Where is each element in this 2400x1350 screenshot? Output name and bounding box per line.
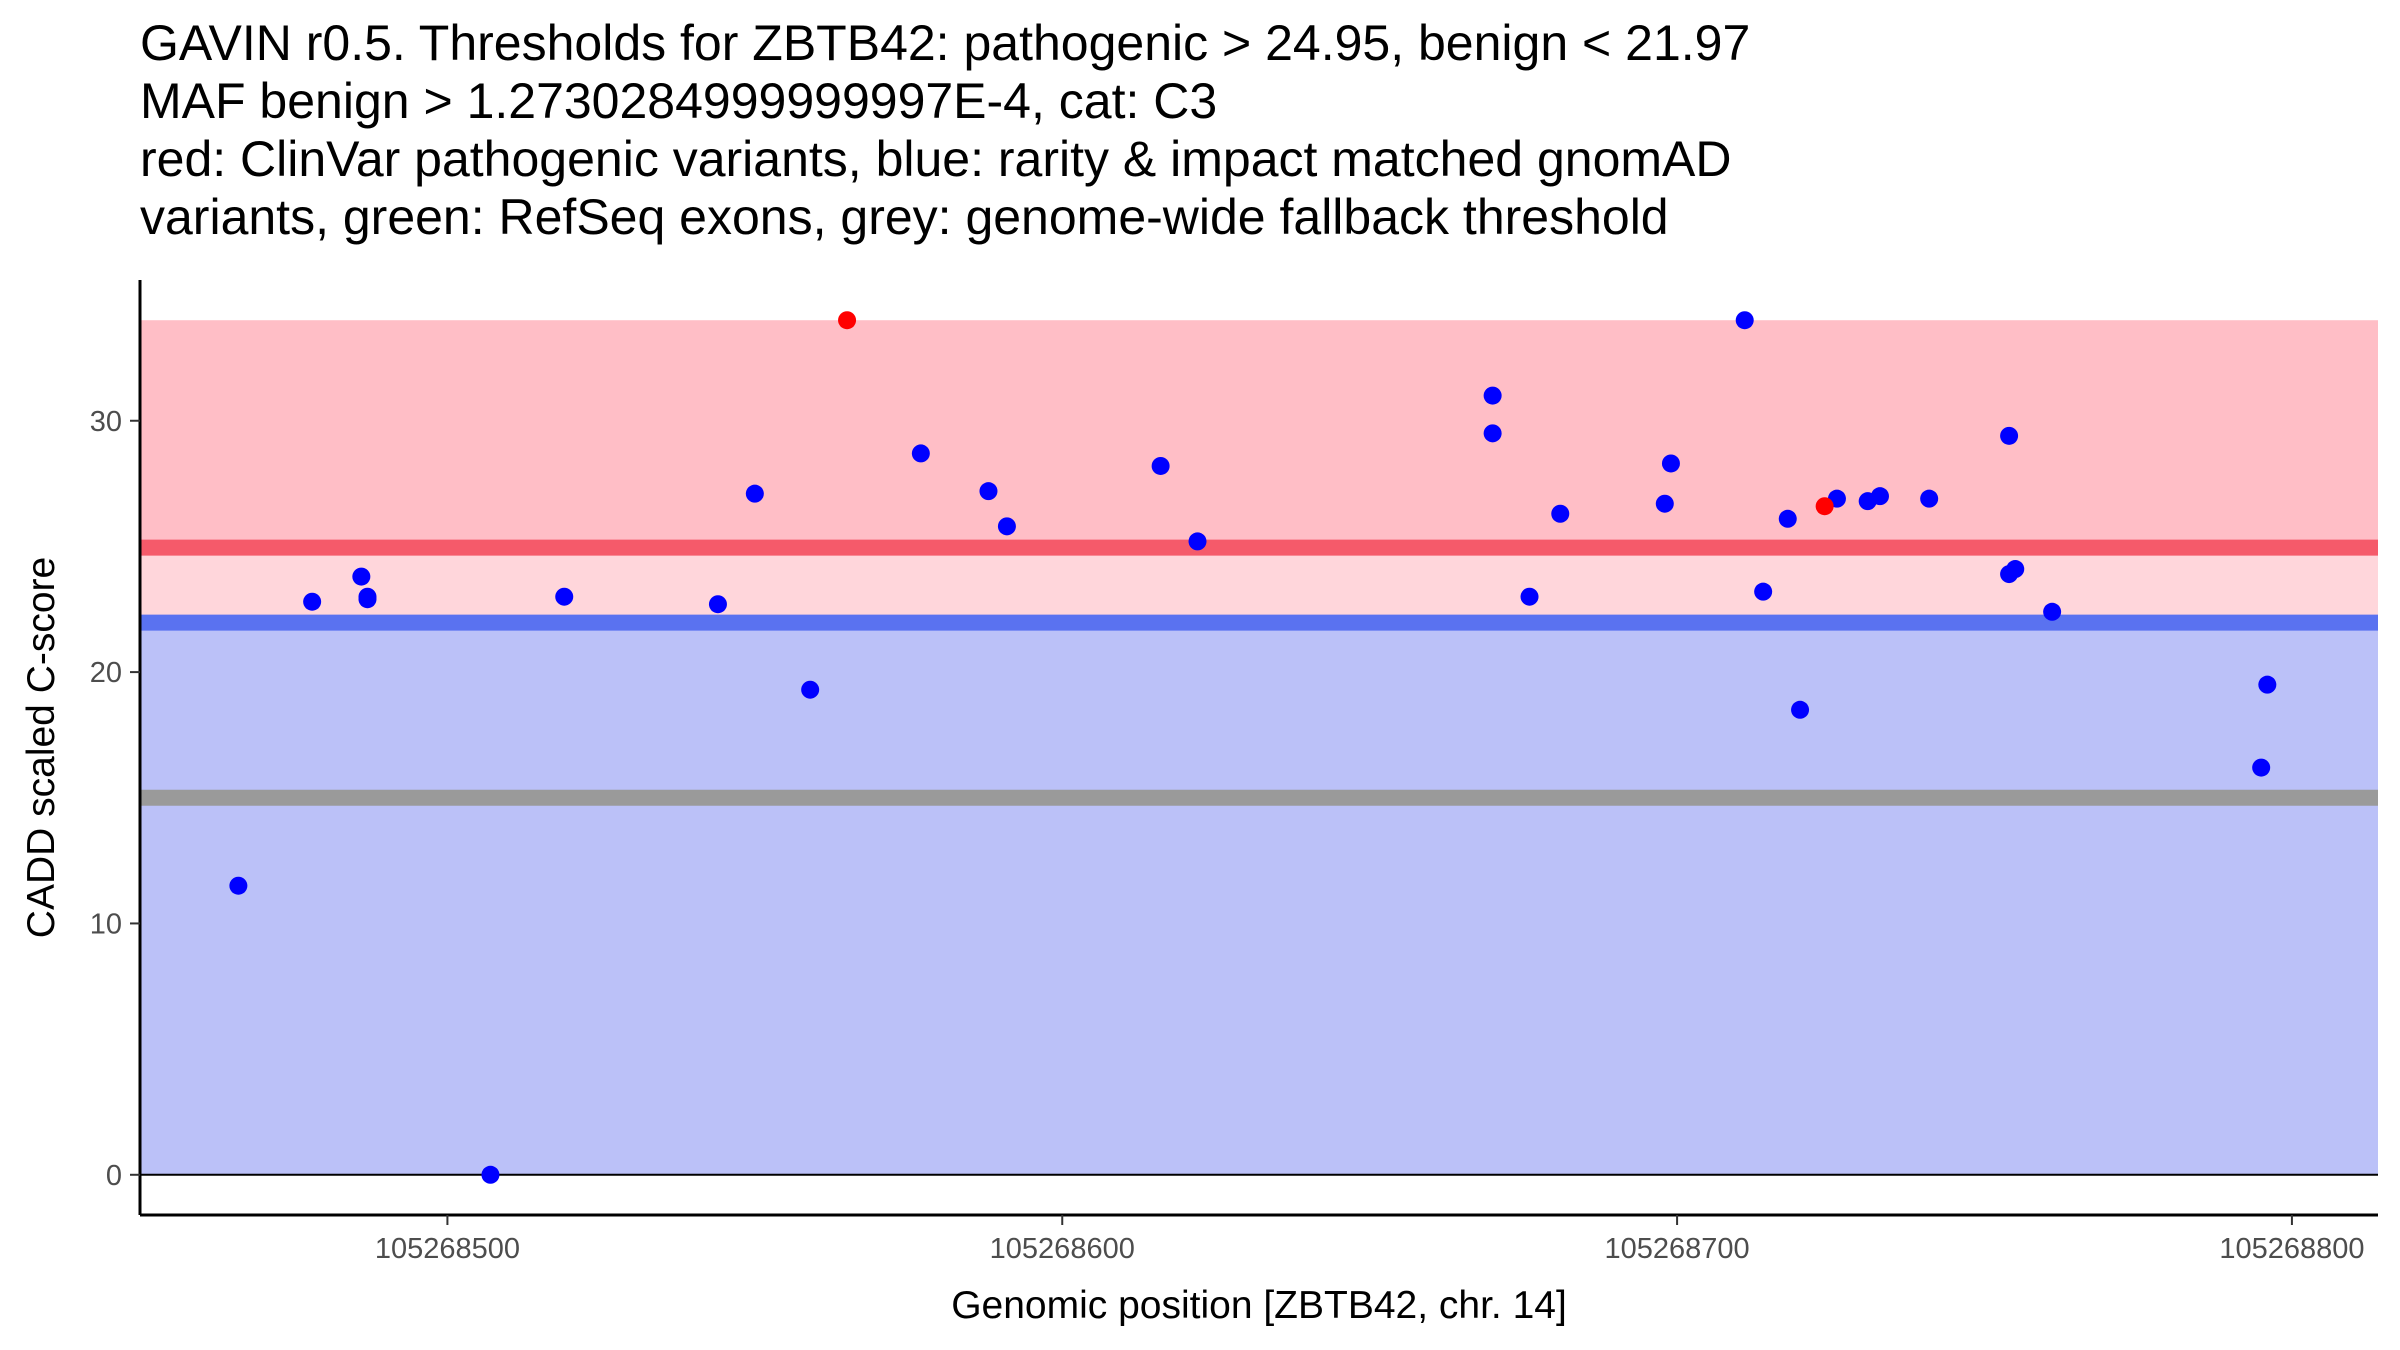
- gnomad-point: [481, 1165, 500, 1184]
- gnomad-point: [1778, 509, 1797, 528]
- gnomad-point: [708, 595, 727, 614]
- title-line-1: GAVIN r0.5. Thresholds for ZBTB42: patho…: [140, 15, 1751, 71]
- gnomad-point: [979, 482, 998, 501]
- gnomad-point: [801, 680, 820, 699]
- gnomad-point: [1791, 700, 1810, 719]
- y-tick-label: 0: [106, 1160, 122, 1192]
- y-tick-label: 30: [90, 406, 122, 438]
- gnomad-point: [2258, 675, 2277, 694]
- data-points: [229, 311, 2277, 1184]
- gnomad-point: [2000, 426, 2019, 445]
- gnomad-point: [745, 484, 764, 503]
- title-line-3: red: ClinVar pathogenic variants, blue: …: [140, 131, 1732, 187]
- title-line-4: variants, green: RefSeq exons, grey: gen…: [140, 189, 1669, 245]
- gnomad-point: [1188, 532, 1207, 551]
- gnomad-point: [229, 876, 248, 895]
- gnomad-point: [1483, 386, 1502, 405]
- intermediate-region: [140, 547, 2378, 623]
- gnomad-point: [2043, 602, 2062, 621]
- gnomad-point: [358, 590, 377, 609]
- x-tick-label: 105268800: [2219, 1233, 2364, 1265]
- gnomad-point: [555, 587, 574, 606]
- y-axis-title: CADD scaled C-score: [20, 557, 63, 938]
- y-axis-ticks: 0 10 20 30: [90, 406, 140, 1192]
- gnomad-point: [911, 444, 930, 463]
- y-tick-label: 10: [90, 908, 122, 940]
- clinvar-point: [838, 311, 857, 330]
- benign-region: [140, 622, 2378, 1175]
- title-line-2: MAF benign > 1.2730284999999997E-4, cat:…: [140, 73, 1218, 129]
- gnomad-point: [1754, 582, 1773, 601]
- x-tick-label: 105268700: [1605, 1233, 1750, 1265]
- gnomad-point: [1661, 454, 1680, 473]
- gnomad-point: [1520, 587, 1539, 606]
- x-tick-label: 105268500: [375, 1233, 520, 1265]
- gnomad-point: [2006, 560, 2025, 579]
- gnomad-point: [1655, 494, 1674, 513]
- gnomad-point: [303, 592, 322, 611]
- gnomad-point: [1483, 424, 1502, 443]
- pathogenic-region: [140, 320, 2378, 548]
- clinvar-point: [1815, 497, 1834, 516]
- gnomad-point: [1920, 489, 1939, 508]
- gnomad-point: [2252, 758, 2271, 777]
- threshold-regions: [140, 320, 2378, 1175]
- y-tick-label: 20: [90, 657, 122, 689]
- gnomad-point: [997, 517, 1016, 536]
- gnomad-point: [1735, 311, 1754, 330]
- gnomad-point: [352, 567, 371, 586]
- gnomad-point: [1151, 456, 1170, 475]
- chart-title: GAVIN r0.5. Thresholds for ZBTB42: patho…: [140, 14, 2360, 246]
- x-axis-title: Genomic position [ZBTB42, chr. 14]: [951, 1284, 1567, 1327]
- x-axis-ticks: 105268500 105268600 105268700 105268800: [375, 1215, 2365, 1265]
- x-tick-label: 105268600: [990, 1233, 1135, 1265]
- gnomad-point: [1870, 487, 1889, 506]
- threshold-lines: [140, 539, 2378, 806]
- gnomad-point: [1551, 504, 1570, 523]
